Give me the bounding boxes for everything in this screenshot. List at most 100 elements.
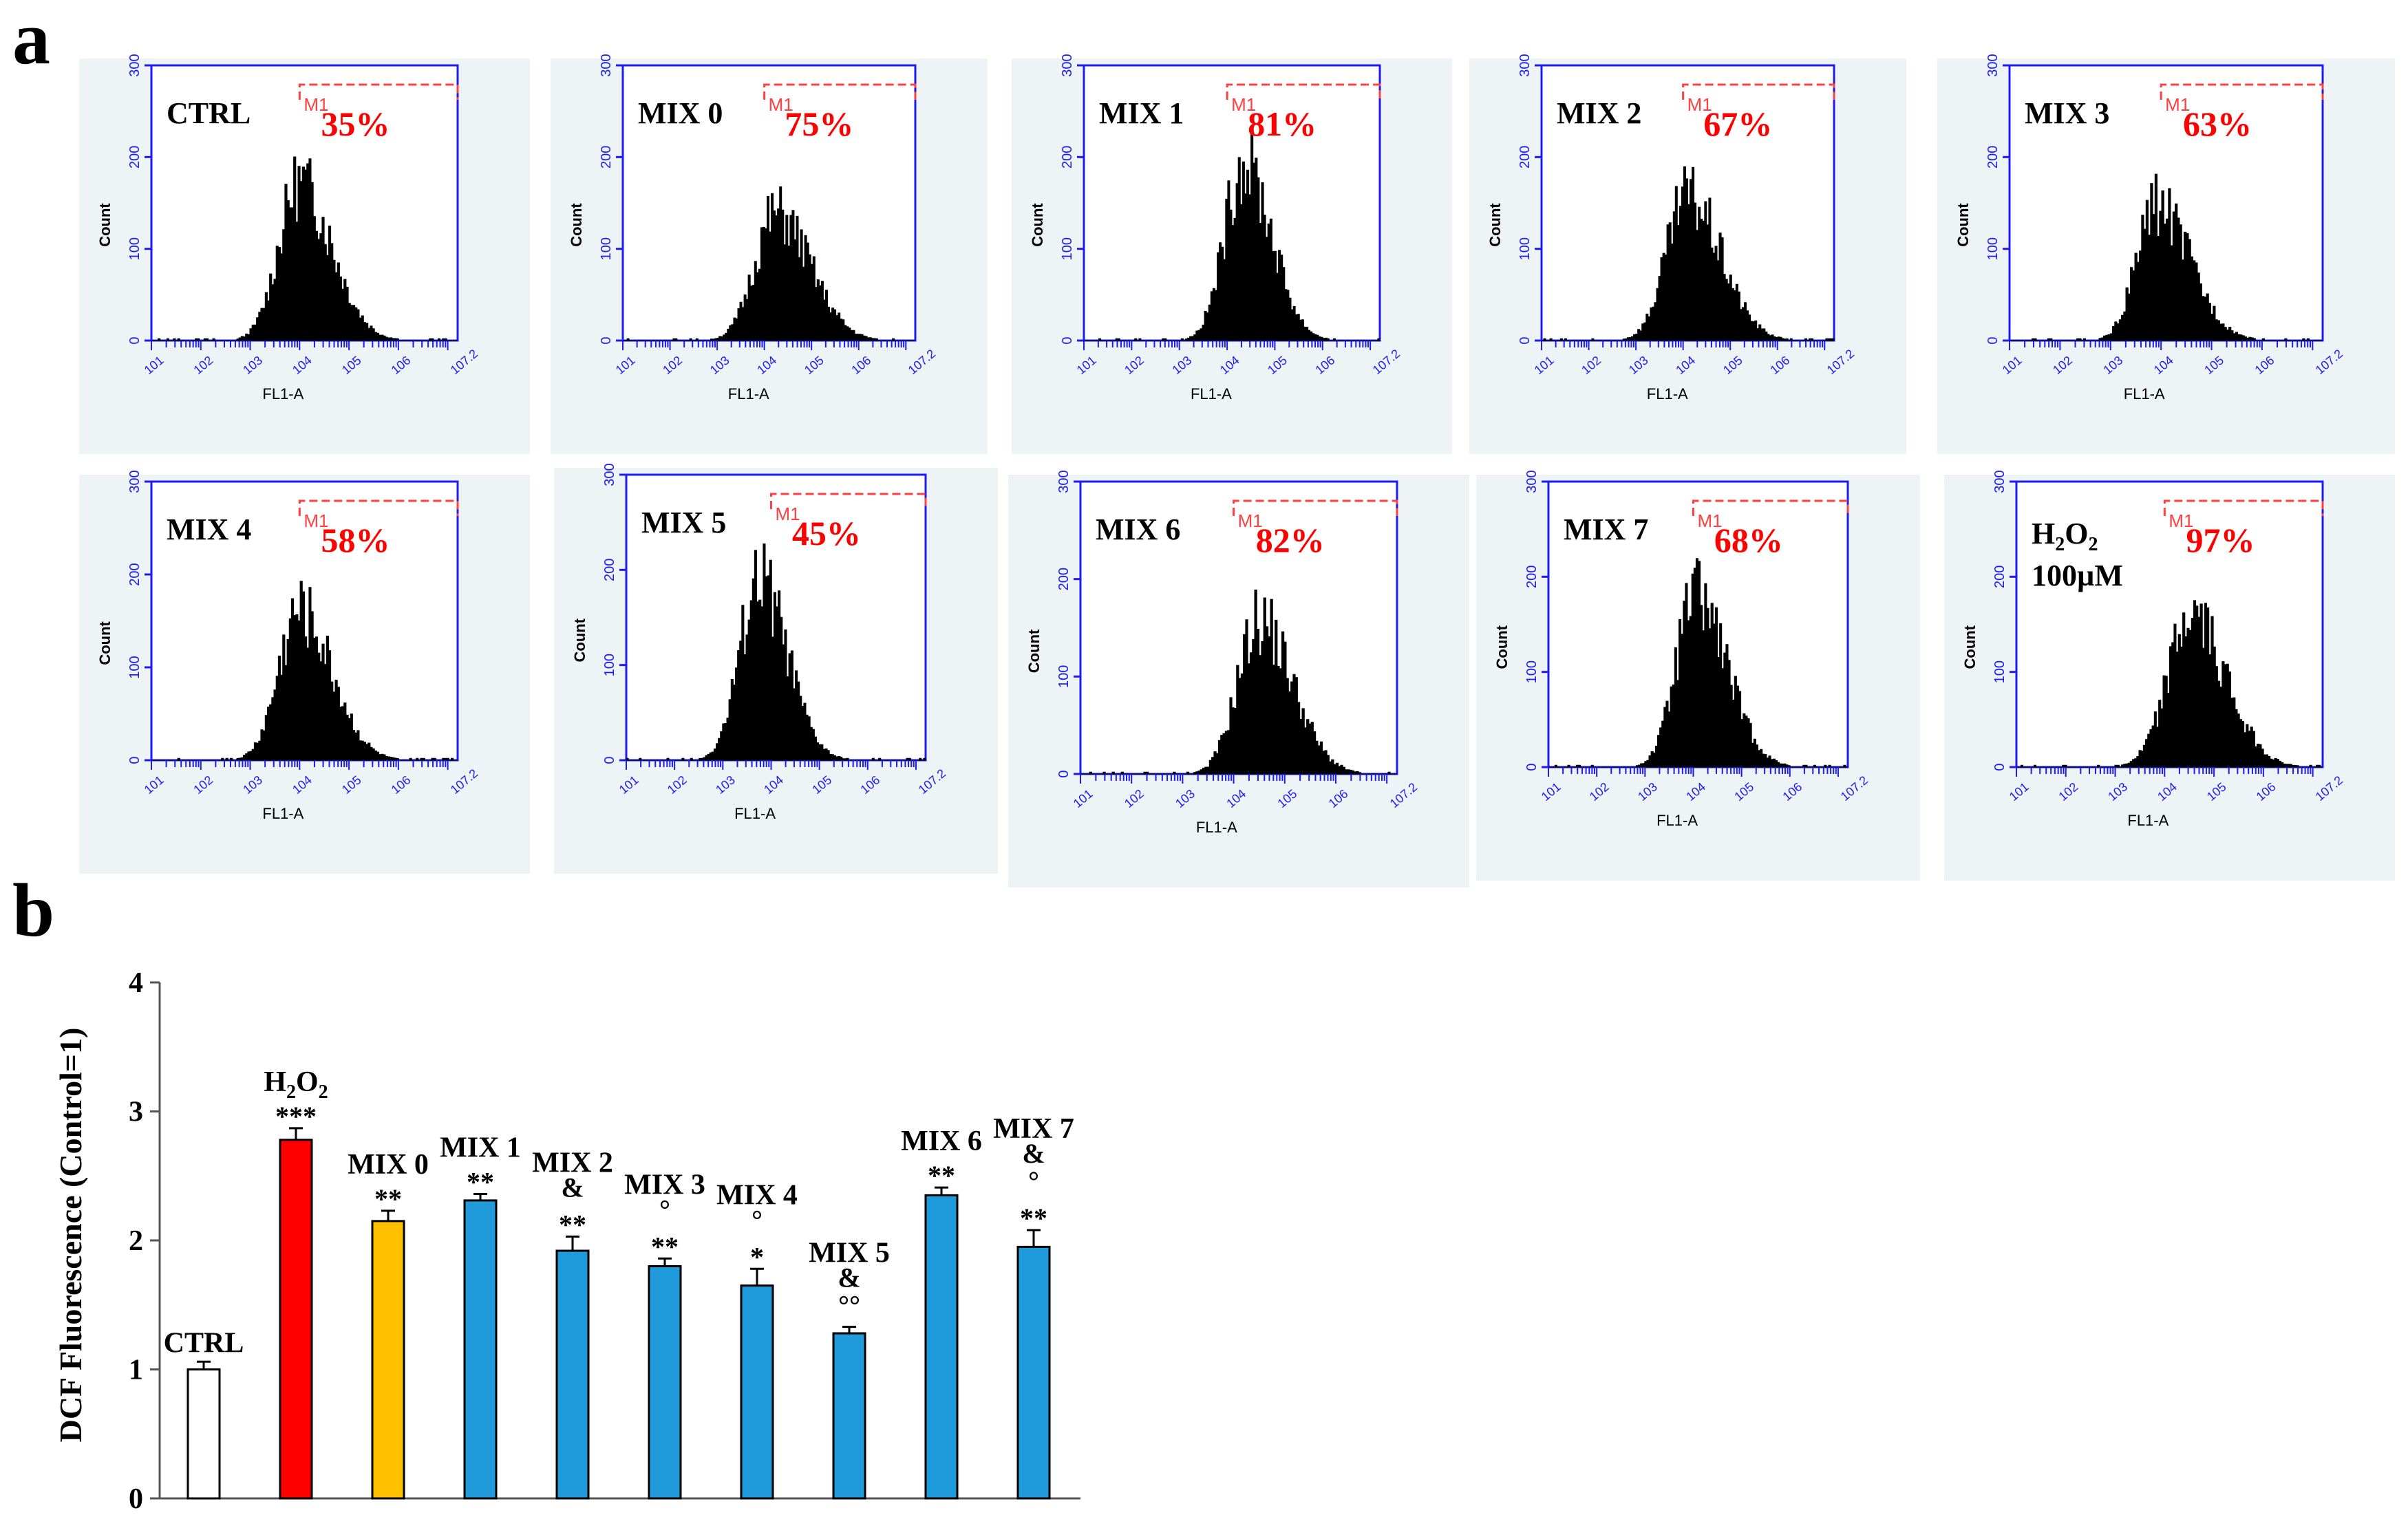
x-tick-label: 105 bbox=[2204, 779, 2229, 804]
histogram-distribution bbox=[151, 156, 458, 341]
x-tick-label: 106 bbox=[389, 353, 414, 377]
histogram-plot: 0 100 200 300 Count 101 102 103 104 105 106 107.2 FL… bbox=[1493, 470, 1871, 829]
y-tick-label: 100 bbox=[602, 654, 617, 676]
gate-percentage: 58% bbox=[321, 521, 390, 559]
significance-marker: ** bbox=[651, 1231, 679, 1262]
x-tick-label: 105 bbox=[1720, 353, 1745, 377]
gate-label: M1 bbox=[2169, 510, 2193, 531]
category-label: MIX 2 bbox=[532, 1147, 613, 1179]
y-axis-label: Count bbox=[96, 203, 114, 247]
x-tick-label: 101 bbox=[2007, 779, 2032, 804]
x-tick-label: 105 bbox=[339, 773, 364, 797]
x-tick-label: 103 bbox=[1173, 786, 1197, 810]
sample-label: MIX 1 bbox=[1099, 96, 1184, 130]
x-axis-label: FL1-A bbox=[262, 805, 303, 822]
gate-marker-m1 bbox=[1682, 83, 1835, 100]
histogram-plot: 0 100 200 300 Count 101 102 103 104 105 106 107.2 FL… bbox=[568, 54, 938, 402]
histogram-plot: 0 100 200 300 Count 101 102 103 104 105 106 107.2 FL… bbox=[1954, 54, 2345, 402]
x-tick-label: 102 bbox=[191, 353, 215, 377]
x-tick-label: 106 bbox=[1767, 353, 1792, 377]
histogram-distribution bbox=[626, 544, 926, 761]
y-axis-label: Count bbox=[1025, 629, 1043, 673]
y-axis-label: Count bbox=[1029, 203, 1046, 247]
sample-label: MIX 0 bbox=[638, 96, 723, 130]
y-tick-label: 0 bbox=[1517, 336, 1533, 344]
y-tick-label: 3 bbox=[129, 1097, 143, 1128]
significance-marker: ** bbox=[374, 1183, 402, 1214]
bar-mix-3 bbox=[648, 1265, 682, 1500]
y-tick-label: 200 bbox=[127, 563, 142, 585]
x-tick-label: 103 bbox=[240, 773, 265, 797]
x-axis-label: FL1-A bbox=[1656, 812, 1698, 829]
gate-label: M1 bbox=[303, 510, 328, 531]
x-tick-label: 105 bbox=[2202, 353, 2226, 377]
gate-percentage: 67% bbox=[1703, 105, 1773, 143]
x-tick-label: 103 bbox=[1169, 353, 1194, 377]
significance-marker: ** bbox=[928, 1160, 955, 1191]
histogram-panel: 0 100 200 300 Count 101 102 103 104 105 106 107.2 FL… bbox=[1012, 54, 1452, 454]
bar-mix-5 bbox=[832, 1332, 866, 1500]
significance-marker: ° bbox=[659, 1194, 670, 1225]
category-label: MIX 4 bbox=[716, 1179, 798, 1211]
y-tick-label: 300 bbox=[127, 54, 142, 76]
x-tick-label: 103 bbox=[2105, 779, 2130, 804]
gate-marker-m1 bbox=[1692, 499, 1849, 516]
y-tick-label: 300 bbox=[1985, 54, 2001, 76]
significance-marker: & bbox=[561, 1172, 584, 1203]
significance-marker: * bbox=[750, 1241, 764, 1272]
x-tick-label: 102 bbox=[1122, 353, 1147, 377]
histogram-panel: 0 100 200 300 Count 101 102 103 104 105 106 107.2 FL… bbox=[551, 54, 988, 454]
category-label: MIX 0 bbox=[348, 1149, 429, 1181]
x-tick-label: 107.2 bbox=[906, 347, 938, 377]
x-tick-label: 107.2 bbox=[448, 347, 480, 377]
x-tick-label: 104 bbox=[2151, 353, 2176, 377]
bar-mix-1 bbox=[463, 1199, 498, 1500]
sample-label: MIX 6 bbox=[1096, 513, 1181, 546]
x-tick-label: 103 bbox=[2100, 353, 2125, 377]
x-axis-label: FL1-A bbox=[262, 385, 303, 402]
y-axis-label: Count bbox=[1961, 625, 1979, 669]
y-tick-label: 100 bbox=[1524, 660, 1539, 683]
sample-label: CTRL bbox=[167, 96, 251, 130]
x-tick-label: 104 bbox=[1673, 353, 1698, 377]
histogram-panel: 0 100 200 300 Count 101 102 103 104 105 106 107.2 FL… bbox=[1008, 470, 1469, 887]
x-tick-label: 101 bbox=[617, 773, 641, 797]
x-tick-label: 102 bbox=[1122, 786, 1147, 810]
error-bar bbox=[381, 1209, 395, 1221]
y-tick-label: 0 bbox=[1524, 763, 1539, 771]
error-bar bbox=[750, 1267, 764, 1286]
y-tick-label: 0 bbox=[127, 756, 142, 764]
x-tick-label: 104 bbox=[761, 773, 786, 797]
error-bar bbox=[566, 1235, 579, 1251]
y-axis-label: Count bbox=[96, 621, 114, 665]
x-tick-label: 106 bbox=[1780, 779, 1805, 804]
y-tick-label: 4 bbox=[129, 967, 143, 999]
sample-label: H2O2 100µM bbox=[2032, 517, 2123, 592]
y-tick-label: 300 bbox=[1056, 470, 1072, 493]
gate-marker-m1 bbox=[1226, 83, 1381, 100]
histogram-plot: 0 100 200 300 Count 101 102 103 104 105 106 107.2 FL… bbox=[1025, 470, 1420, 836]
x-axis-label: FL1-A bbox=[728, 385, 769, 402]
y-tick-label: 100 bbox=[1060, 237, 1075, 260]
y-tick-label: 1 bbox=[129, 1355, 143, 1386]
x-tick-label: 106 bbox=[2252, 353, 2277, 377]
y-axis-label: DCF Fluorescence (Control=1) bbox=[53, 1028, 88, 1443]
histogram-distribution bbox=[1542, 166, 1835, 341]
x-tick-label: 102 bbox=[2056, 779, 2080, 804]
bar-h2o2 bbox=[279, 1139, 313, 1500]
y-tick-label: 100 bbox=[127, 656, 142, 678]
histogram-panel: 0 100 200 300 Count 101 102 103 104 105 106 107.2 FL… bbox=[1944, 470, 2395, 881]
x-tick-label: 102 bbox=[665, 773, 690, 797]
y-axis-label: Count bbox=[1487, 203, 1504, 247]
x-tick-label: 102 bbox=[660, 353, 685, 377]
x-axis-label: FL1-A bbox=[734, 805, 776, 822]
y-tick-label: 0 bbox=[1985, 336, 2001, 344]
gate-label: M1 bbox=[1238, 510, 1263, 531]
x-tick-label: 101 bbox=[1074, 353, 1099, 377]
gate-marker-m1 bbox=[769, 493, 927, 509]
bar-mix-6 bbox=[924, 1194, 959, 1500]
x-tick-label: 101 bbox=[142, 353, 167, 377]
significance-marker: ° bbox=[752, 1204, 763, 1235]
panel-letter-b: b bbox=[12, 868, 55, 952]
x-tick-label: 103 bbox=[240, 353, 265, 377]
